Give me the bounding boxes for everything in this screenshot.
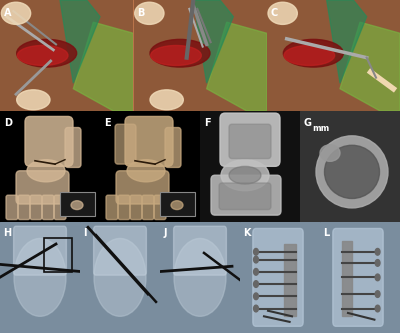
Text: C: C [271,8,278,18]
Polygon shape [193,0,233,83]
Text: B: B [137,8,145,18]
FancyBboxPatch shape [220,113,280,166]
FancyBboxPatch shape [94,226,146,275]
Text: G: G [304,118,312,128]
Ellipse shape [151,46,201,65]
Ellipse shape [283,39,343,67]
FancyBboxPatch shape [42,195,54,219]
Text: A: A [4,8,12,18]
FancyBboxPatch shape [14,226,66,275]
FancyBboxPatch shape [6,195,18,219]
Ellipse shape [324,145,380,198]
FancyBboxPatch shape [211,175,281,215]
FancyBboxPatch shape [30,195,42,219]
Ellipse shape [17,90,50,110]
Bar [44,238,72,272]
Circle shape [375,248,380,255]
Circle shape [375,274,380,281]
Ellipse shape [171,201,183,209]
Ellipse shape [268,2,297,24]
Circle shape [375,305,380,312]
Text: K: K [243,228,251,238]
FancyBboxPatch shape [174,226,226,275]
FancyBboxPatch shape [118,195,130,219]
Circle shape [254,268,258,275]
Circle shape [375,260,380,266]
Text: I: I [83,228,87,238]
Circle shape [254,293,258,300]
Polygon shape [60,0,100,83]
Ellipse shape [14,238,66,316]
FancyBboxPatch shape [18,195,30,219]
Ellipse shape [17,46,68,65]
Text: L: L [323,228,330,238]
FancyBboxPatch shape [229,124,271,159]
Ellipse shape [127,160,165,182]
Circle shape [254,281,258,287]
Ellipse shape [320,145,340,162]
Circle shape [254,305,258,312]
Polygon shape [207,22,267,111]
FancyBboxPatch shape [115,124,136,164]
FancyBboxPatch shape [65,128,81,167]
Ellipse shape [229,166,261,184]
FancyBboxPatch shape [116,171,169,204]
FancyBboxPatch shape [154,195,166,219]
Text: J: J [163,228,167,238]
Ellipse shape [221,160,269,191]
Ellipse shape [1,2,31,24]
Ellipse shape [284,46,335,65]
FancyBboxPatch shape [165,128,181,167]
Text: E: E [104,118,111,128]
Ellipse shape [316,136,388,208]
FancyBboxPatch shape [106,195,118,219]
Bar [60,192,95,216]
FancyBboxPatch shape [16,171,69,204]
Text: F: F [204,118,211,128]
Polygon shape [73,22,133,111]
Ellipse shape [71,201,83,209]
FancyBboxPatch shape [142,195,154,219]
Bar [284,244,296,316]
Ellipse shape [17,39,77,67]
FancyBboxPatch shape [333,228,383,326]
FancyBboxPatch shape [125,117,173,166]
Circle shape [254,256,258,263]
Text: D: D [4,118,12,128]
Text: H: H [3,228,11,238]
Bar [160,192,195,216]
Bar [342,241,352,316]
FancyBboxPatch shape [219,183,271,209]
Ellipse shape [94,238,146,316]
FancyBboxPatch shape [130,195,142,219]
Circle shape [375,291,380,297]
Ellipse shape [174,238,226,316]
Ellipse shape [135,2,164,24]
Ellipse shape [150,39,210,67]
FancyBboxPatch shape [253,228,303,326]
Polygon shape [340,22,400,111]
FancyBboxPatch shape [54,195,66,219]
Ellipse shape [150,90,183,110]
Ellipse shape [27,160,65,182]
FancyBboxPatch shape [25,117,73,166]
Circle shape [254,248,258,255]
Text: mm: mm [312,124,329,133]
Polygon shape [327,0,367,83]
